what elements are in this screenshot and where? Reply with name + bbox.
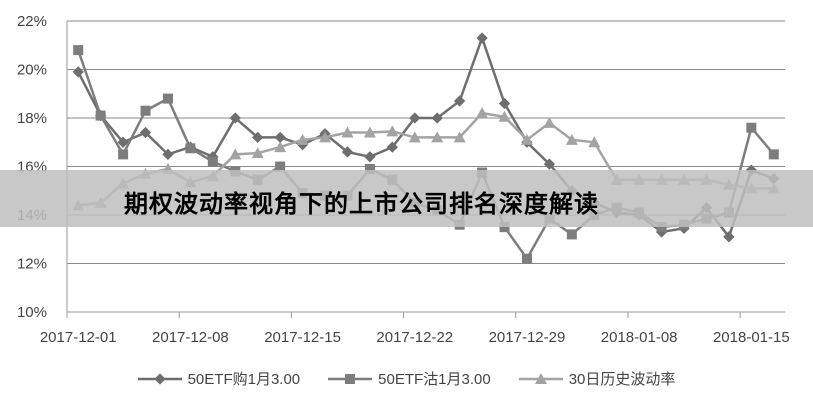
data-point <box>274 131 286 144</box>
legend-item-put: 50ETF沽1月3.00 <box>328 368 491 389</box>
data-point <box>73 45 84 56</box>
data-point <box>588 136 601 148</box>
data-point <box>476 107 489 119</box>
data-point <box>95 110 106 121</box>
data-point <box>139 126 152 139</box>
x-tick-label: 2018-01-15 <box>713 329 790 346</box>
x-tick-label: 2018-01-08 <box>601 329 678 346</box>
data-point <box>431 131 444 143</box>
legend-item-call: 50ETF购1月3.00 <box>137 368 301 389</box>
data-point <box>363 126 376 138</box>
data-point <box>185 143 196 154</box>
legend-label: 50ETF沽1月3.00 <box>378 371 491 388</box>
data-point <box>498 110 511 122</box>
y-tick-label: 12% <box>17 256 47 273</box>
data-point <box>746 122 757 133</box>
x-tick-label: 2017-12-01 <box>40 329 117 346</box>
data-point <box>229 148 242 160</box>
x-tick-label: 2017-12-08 <box>152 329 229 346</box>
data-point <box>341 126 354 138</box>
x-tick-label: 2017-12-22 <box>376 329 453 346</box>
data-point <box>275 161 286 172</box>
y-tick-label: 20% <box>17 62 47 79</box>
x-tick-label: 2017-12-29 <box>489 329 566 346</box>
x-tick-label: 2017-12-15 <box>264 329 341 346</box>
legend-label: 50ETF购1月3.00 <box>187 371 301 388</box>
data-point <box>723 231 735 243</box>
data-point <box>768 149 779 160</box>
data-point <box>207 156 218 167</box>
data-point <box>499 222 510 233</box>
data-point <box>543 116 556 128</box>
data-point <box>520 133 533 145</box>
data-point <box>498 97 511 110</box>
data-point <box>408 131 421 143</box>
data-point <box>476 32 488 44</box>
triangle-marker-icon <box>518 372 563 384</box>
data-point <box>140 105 151 116</box>
data-point <box>296 133 309 145</box>
data-point <box>364 151 376 163</box>
y-tick-label: 18% <box>17 110 47 127</box>
data-point <box>565 133 578 145</box>
legend-item-hv: 30日历史波动率 <box>518 368 676 389</box>
y-tick-label: 10% <box>17 304 47 321</box>
legend-label: 30日历史波动率 <box>568 371 676 388</box>
data-point <box>521 253 532 264</box>
data-point <box>386 141 399 153</box>
series-line-1 <box>77 49 775 261</box>
data-point <box>656 222 667 233</box>
page-title: 期权波动率视角下的上市公司排名深度解读 <box>124 190 599 218</box>
title-banner <box>0 170 813 227</box>
data-point <box>364 163 375 174</box>
data-point <box>162 93 173 104</box>
data-point <box>453 131 466 143</box>
data-point <box>341 146 354 158</box>
y-tick-label: 22% <box>17 13 47 30</box>
data-point <box>251 147 264 159</box>
diamond-marker-icon <box>137 372 182 385</box>
data-point <box>543 158 556 170</box>
data-point <box>386 125 399 137</box>
data-point <box>566 229 577 240</box>
square-marker-icon <box>328 373 373 384</box>
data-point <box>72 66 84 78</box>
data-point <box>319 131 332 143</box>
data-point <box>252 131 264 144</box>
data-point <box>118 149 129 160</box>
legend: 50ETF购1月3.00 50ETF沽1月3.00 30日历史波动率 <box>0 368 813 389</box>
data-point <box>162 148 174 161</box>
data-point <box>274 141 287 153</box>
